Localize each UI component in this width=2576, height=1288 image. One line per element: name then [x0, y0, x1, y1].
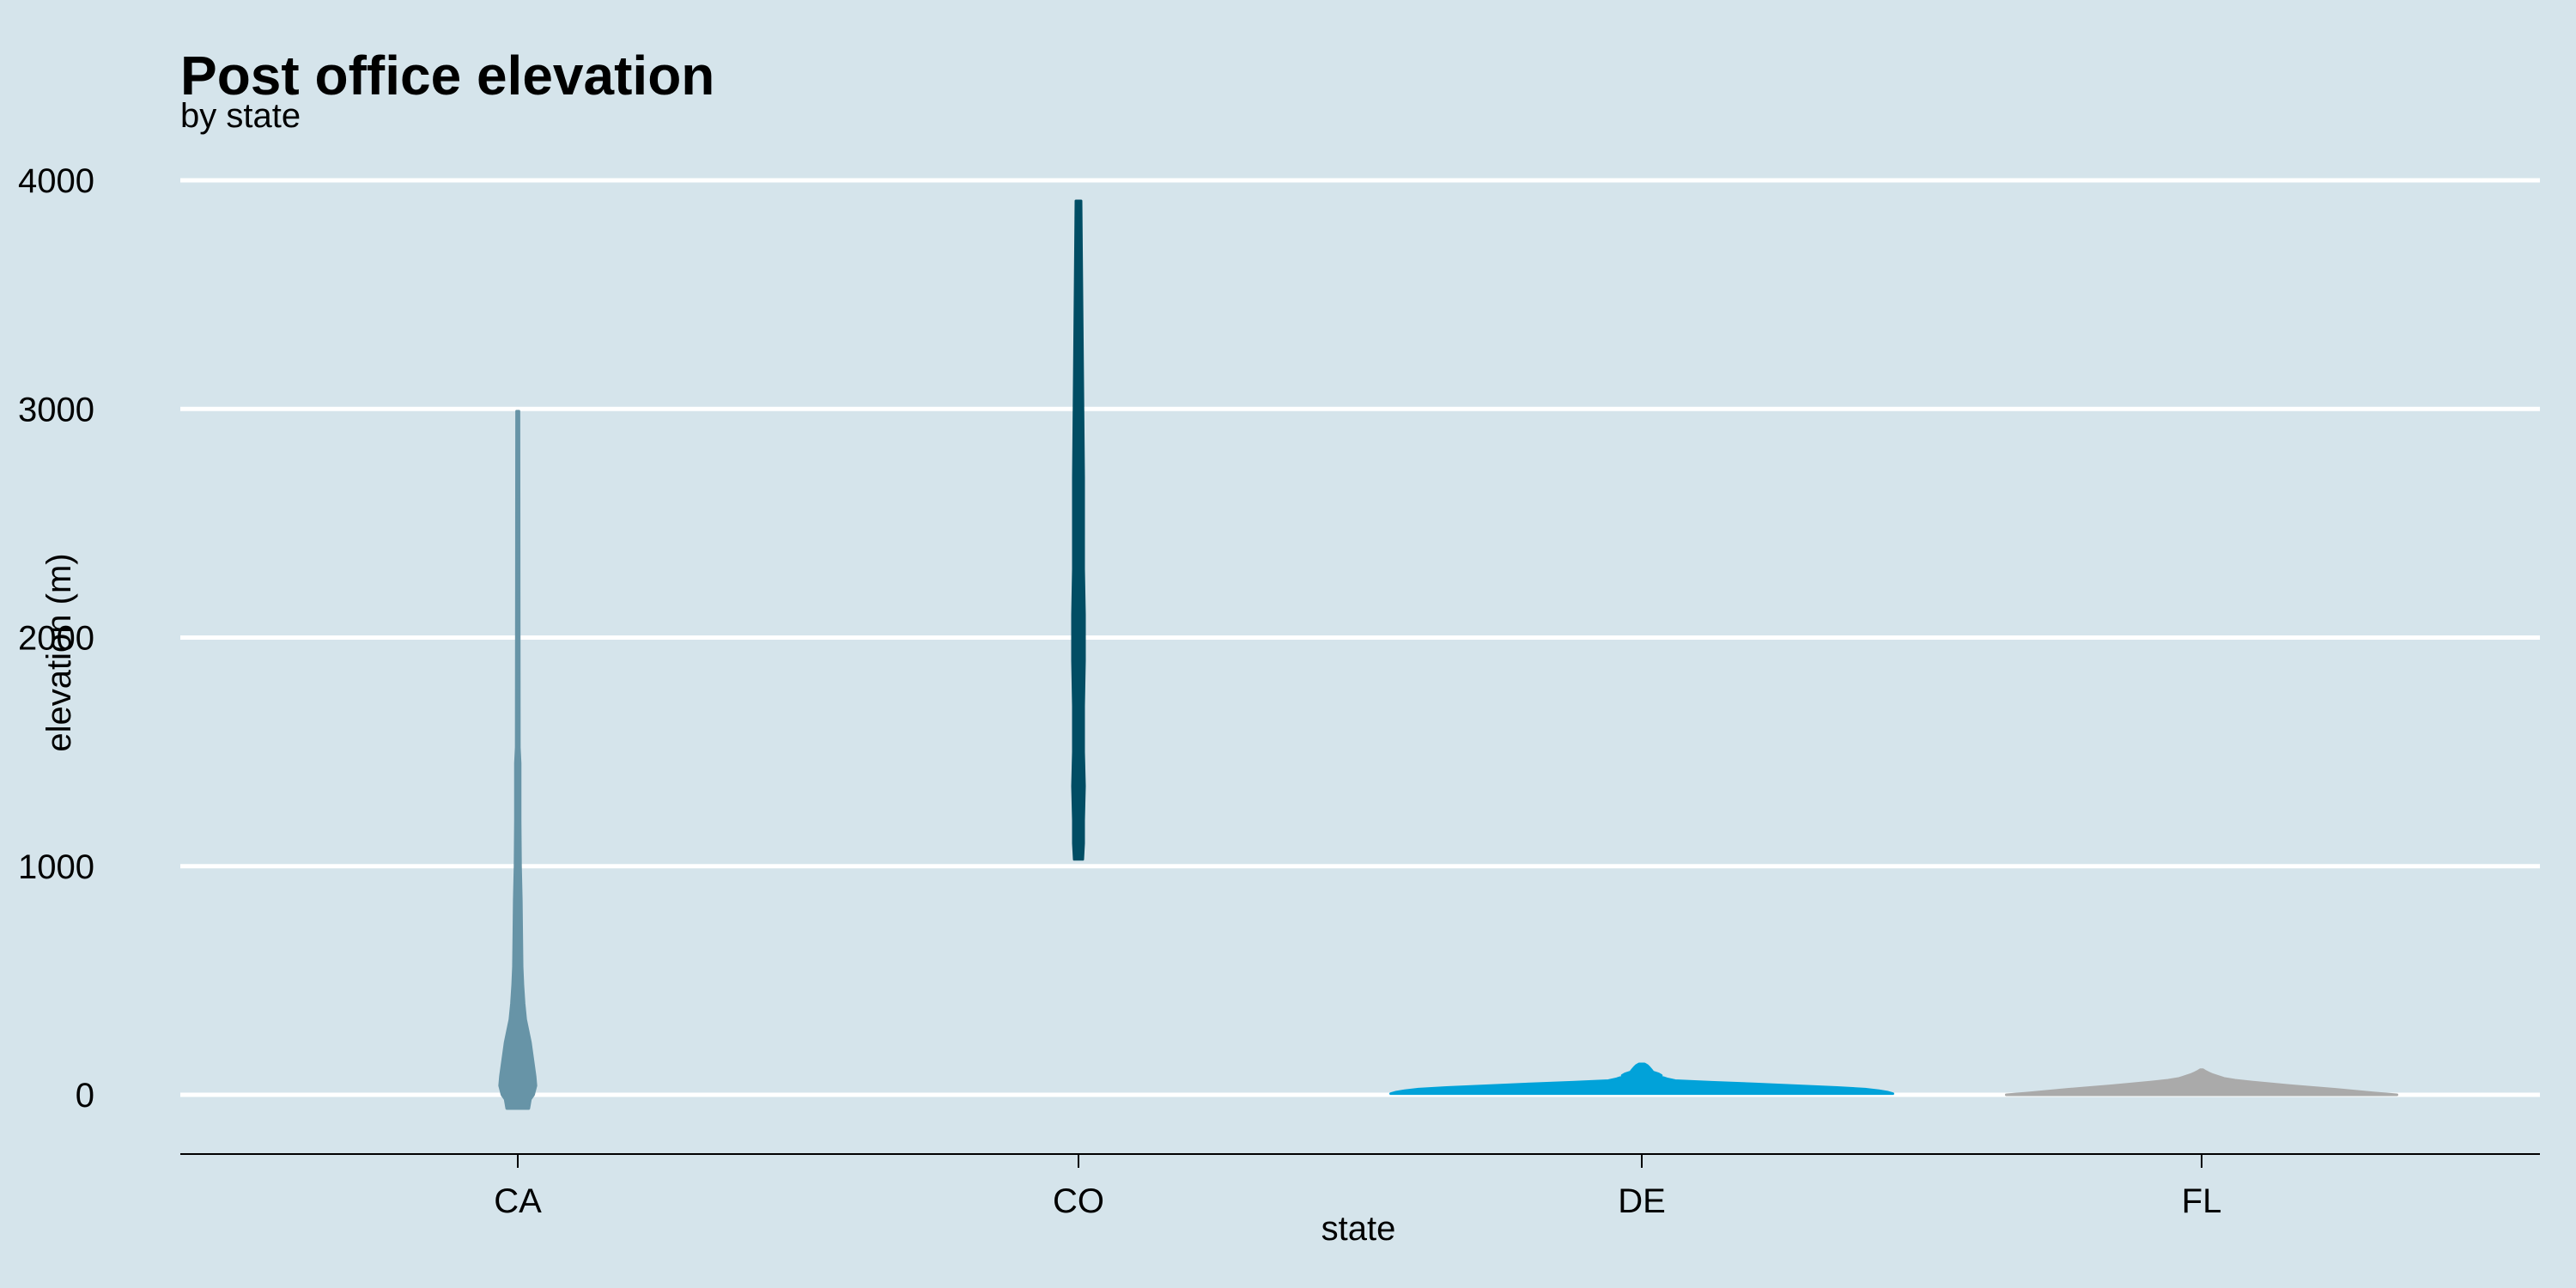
gridlines: [180, 178, 2540, 1097]
y-tick-label-4000: 4000: [18, 162, 94, 200]
x-axis-label: state: [1321, 1210, 1396, 1248]
violins: [498, 199, 2398, 1110]
x-tick-label-CA: CA: [494, 1182, 542, 1220]
violin-CA: [498, 410, 538, 1110]
y-axis-label: elevation (m): [40, 553, 78, 751]
violin-CO: [1071, 199, 1086, 861]
y-tick-label-1000: 1000: [18, 848, 94, 886]
x-tick-label-DE: DE: [1618, 1182, 1666, 1220]
violin-FL: [2005, 1068, 2398, 1097]
y-tick-label-0: 0: [76, 1077, 94, 1115]
x-tick-label-FL: FL: [2182, 1182, 2222, 1220]
x-tick-label-CO: CO: [1053, 1182, 1104, 1220]
chart-title: Post office elevation: [180, 45, 714, 106]
violin-DE: [1389, 1062, 1894, 1096]
chart-subtitle: by state: [180, 97, 301, 135]
y-tick-label-3000: 3000: [18, 391, 94, 428]
y-tick-label-2000: 2000: [18, 620, 94, 658]
axes: 0 1000 2000 3000 4000 CA CO DE FL: [18, 162, 2540, 1220]
